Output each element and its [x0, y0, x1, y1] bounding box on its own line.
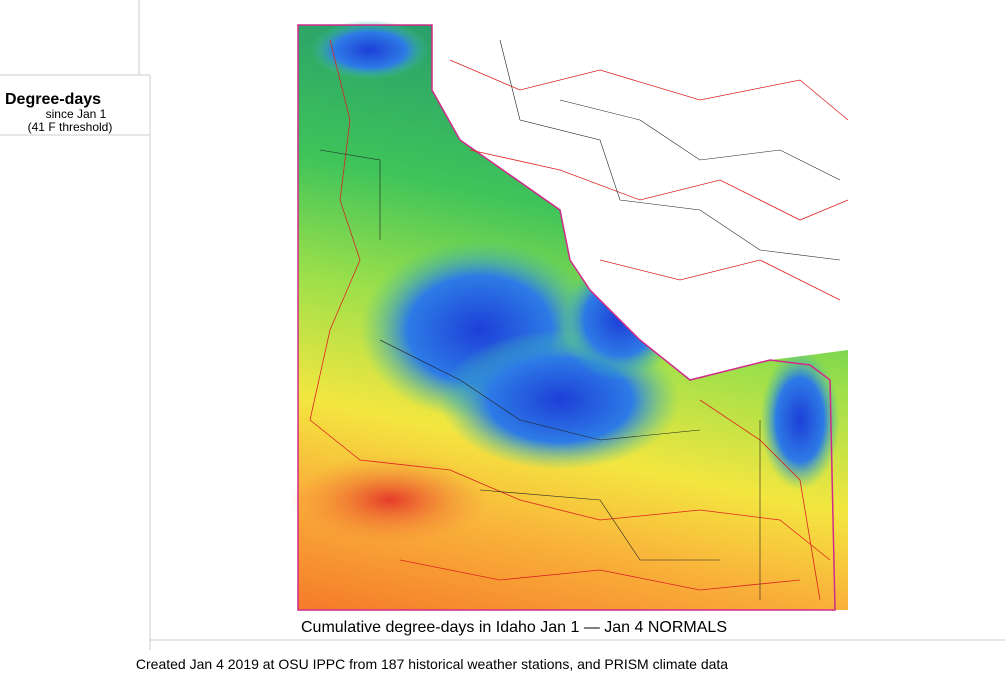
map [290, 20, 849, 611]
cold-zone [310, 20, 430, 80]
state-border [297, 24, 836, 611]
map-caption: Cumulative degree-days in Idaho Jan 1 — … [301, 619, 727, 636]
county-lines [319, 39, 841, 600]
legend-threshold: (41 F threshold) [28, 120, 113, 134]
cold-zone [760, 350, 840, 490]
roads [309, 39, 849, 601]
footer-credit: Created Jan 4 2019 at OSU IPPC from 187 … [136, 656, 728, 672]
legend-frame [0, 0, 1005, 650]
hot-zone [290, 455, 490, 545]
legend-subtitle: since Jan 1 [46, 107, 107, 121]
legend-title: Degree-days [5, 91, 101, 108]
